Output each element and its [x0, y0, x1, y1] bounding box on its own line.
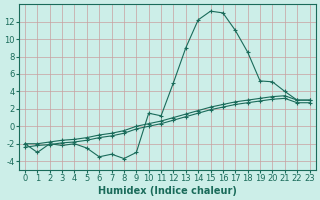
- X-axis label: Humidex (Indice chaleur): Humidex (Indice chaleur): [98, 186, 237, 196]
